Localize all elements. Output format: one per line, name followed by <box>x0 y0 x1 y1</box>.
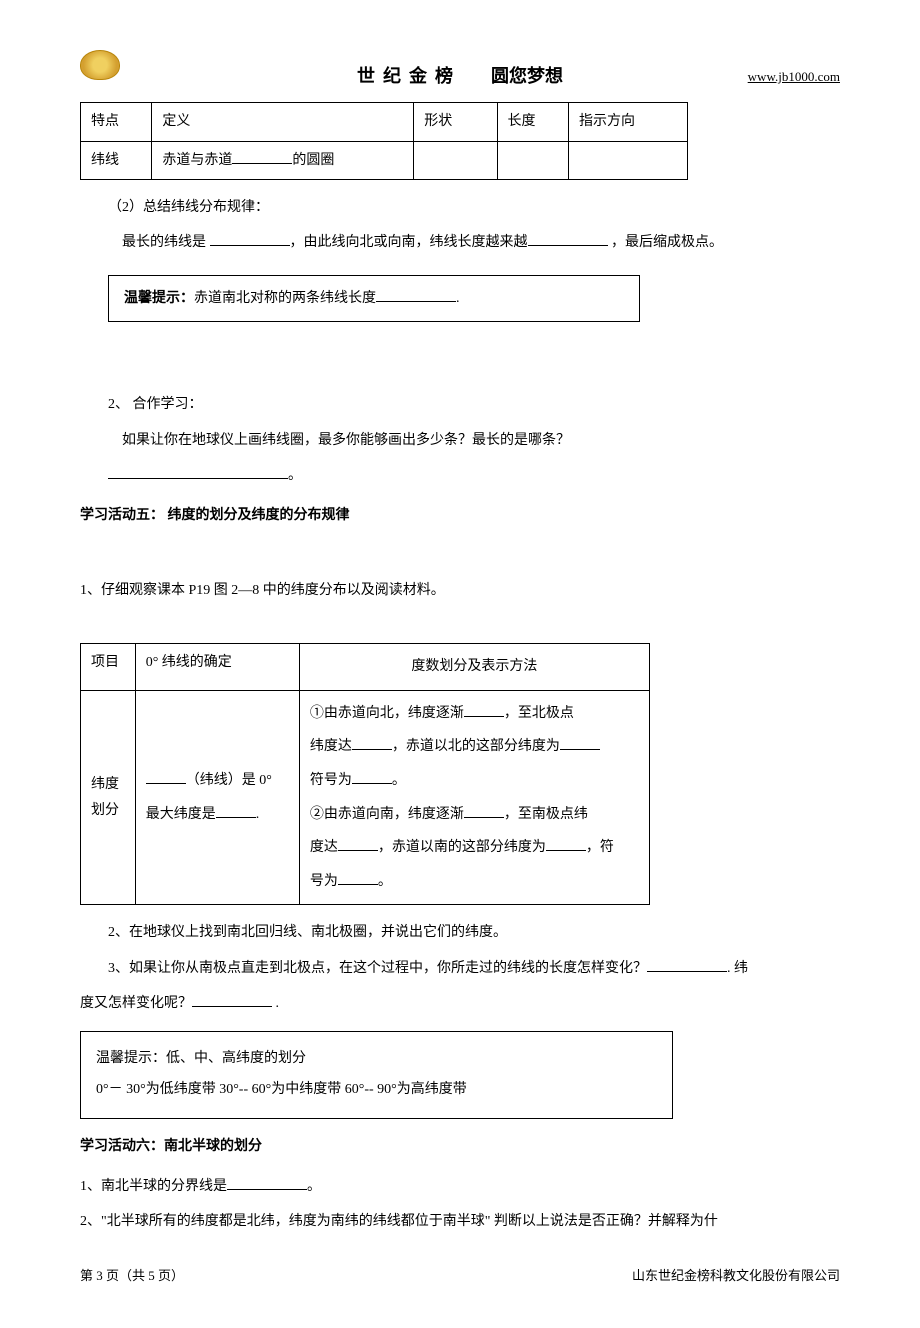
page-number: 第 3 页（共 5 页） <box>80 1264 184 1287</box>
td-lat-div: 纬度划分 <box>81 690 136 905</box>
th-direction: 指示方向 <box>568 103 687 141</box>
table-row: 特点 定义 形状 长度 指示方向 <box>81 103 688 141</box>
blank-input[interactable] <box>352 770 392 784</box>
th-shape: 形状 <box>414 103 497 141</box>
blank-input[interactable] <box>546 837 586 851</box>
blank-input[interactable] <box>464 804 504 818</box>
blank-input[interactable] <box>146 770 186 784</box>
activity5-q1: 1、仔细观察课本 P19 图 2—8 中的纬度分布以及阅读材料。 <box>80 578 840 603</box>
activity6-title: 学习活动六：南北半球的划分 <box>80 1134 840 1159</box>
blank-input[interactable] <box>210 232 290 246</box>
section2-line1: 最长的纬线是 ，由此线向北或向南，纬线长度越来越 ，最后缩成极点。 <box>80 230 840 255</box>
question-2: 2、在地球仪上找到南北回归线、南北极圈，并说出它们的纬度。 <box>80 920 840 945</box>
blank-input[interactable] <box>216 804 256 818</box>
blank-input[interactable] <box>338 837 378 851</box>
td-shape-empty[interactable] <box>414 141 497 179</box>
blank-input[interactable] <box>560 736 600 750</box>
page-footer: 第 3 页（共 5 页） 山东世纪金榜科教文化股份有限公司 <box>80 1264 840 1287</box>
td-definition-blank: 赤道与赤道的圆圈 <box>152 141 414 179</box>
question-3-line1: 3、如果让你从南极点直走到北极点，在这个过程中，你所走过的纬线的长度怎样变化？.… <box>80 956 840 981</box>
activity6-q2: 2、"北半球所有的纬度都是北纬，纬度为南纬的纬线都位于南半球" 判断以上说法是否… <box>80 1209 840 1234</box>
table-row: 纬度划分 （纬线）是 0° 最大纬度是. ①由赤道向北，纬度逐渐，至北极点 纬度… <box>81 690 650 905</box>
th-item: 项目 <box>81 644 136 691</box>
header-subtitle: 圆您梦想 <box>491 60 563 92</box>
blank-input[interactable] <box>192 993 272 1007</box>
page-header: 世纪金榜 圆您梦想 www.jb1000.com <box>80 60 840 92</box>
hint-text: 赤道南北对称的两条纬线长度 <box>194 291 376 306</box>
header-url: www.jb1000.com <box>748 65 840 88</box>
blank-input[interactable] <box>528 232 608 246</box>
company-name: 山东世纪金榜科教文化股份有限公司 <box>632 1264 840 1287</box>
hint2-text: 0°－ 30°为低纬度带 30°-- 60°为中纬度带 60°-- 90°为高纬… <box>96 1075 657 1106</box>
coop-title: 2、 合作学习： <box>80 392 840 417</box>
table-row: 纬线 赤道与赤道的圆圈 <box>81 141 688 179</box>
table-row: 项目 0° 纬线的确定 度数划分及表示方法 <box>81 644 650 691</box>
blank-input[interactable] <box>352 736 392 750</box>
td-latitude: 纬线 <box>81 141 152 179</box>
section2-title: （2）总结纬线分布规律： <box>80 195 840 220</box>
question-3-line2: 度又怎样变化呢？ . <box>80 991 840 1016</box>
hint-box-1: 温馨提示：赤道南北对称的两条纬线长度. <box>108 275 640 322</box>
th-degree-method: 度数划分及表示方法 <box>299 644 649 691</box>
hint2-label: 温馨提示：低、中、高纬度的划分 <box>96 1044 657 1075</box>
blank-input[interactable] <box>647 958 727 972</box>
activity5-title: 学习活动五： 纬度的划分及纬度的分布规律 <box>80 503 840 528</box>
td-direction-empty[interactable] <box>568 141 687 179</box>
blank-input[interactable] <box>338 871 378 885</box>
th-zero-line: 0° 纬线的确定 <box>135 644 299 691</box>
blank-input[interactable] <box>232 150 292 164</box>
blank-input[interactable] <box>464 703 504 717</box>
features-table: 特点 定义 形状 长度 指示方向 纬线 赤道与赤道的圆圈 <box>80 102 688 179</box>
td-degree-detail: ①由赤道向北，纬度逐渐，至北极点 纬度达，赤道以北的这部分纬度为 符号为。 ②由… <box>299 690 649 905</box>
coop-question: 如果让你在地球仪上画纬线圈，最多你能够画出多少条？最长的是哪条？ <box>80 428 840 453</box>
header-title: 世纪金榜 <box>357 60 461 92</box>
th-length: 长度 <box>497 103 568 141</box>
blank-input[interactable] <box>376 288 456 302</box>
td-zero-def: （纬线）是 0° 最大纬度是. <box>135 690 299 905</box>
coop-answer-line: 。 <box>80 463 840 488</box>
td-length-empty[interactable] <box>497 141 568 179</box>
blank-input[interactable] <box>227 1176 307 1190</box>
latitude-table: 项目 0° 纬线的确定 度数划分及表示方法 纬度划分 （纬线）是 0° 最大纬度… <box>80 643 650 905</box>
th-feature: 特点 <box>81 103 152 141</box>
hint-box-2: 温馨提示：低、中、高纬度的划分 0°－ 30°为低纬度带 30°-- 60°为中… <box>80 1031 673 1119</box>
th-definition: 定义 <box>152 103 414 141</box>
hint-label: 温馨提示： <box>124 291 194 306</box>
logo-icon <box>80 50 120 80</box>
activity6-q1: 1、南北半球的分界线是。 <box>80 1174 840 1199</box>
blank-input[interactable] <box>108 465 288 479</box>
